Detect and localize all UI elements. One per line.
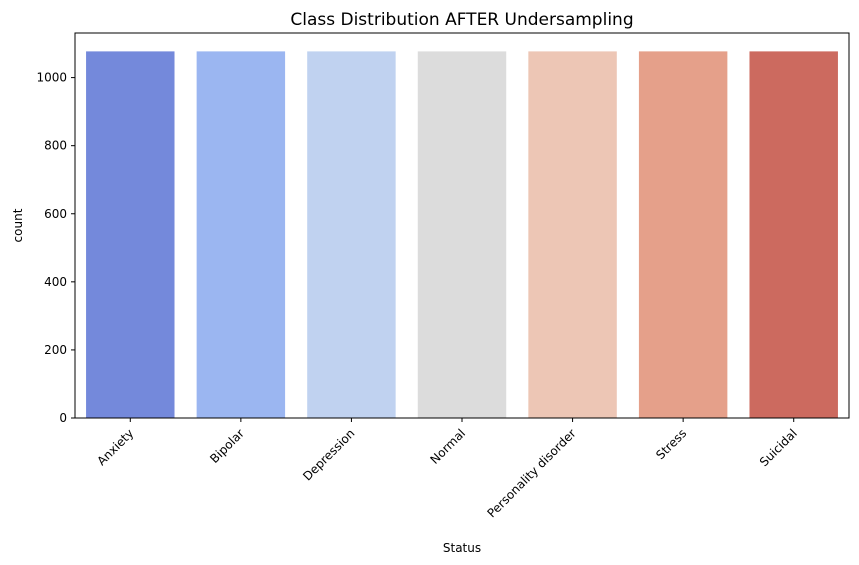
y-tick-label: 200 — [44, 343, 67, 357]
plot-frame — [74, 32, 850, 419]
y-tick-label: 400 — [44, 275, 67, 289]
bar-depression — [307, 51, 396, 419]
y-tick-label: 600 — [44, 207, 67, 221]
x-axis: Anxiety Bipolar Depression Normal Personalit… — [94, 418, 800, 520]
y-axis: 0 200 400 600 800 1000 — [36, 71, 75, 425]
chart-title: Class Distribution AFTER Undersampling — [290, 10, 633, 30]
x-tick-label: Normal — [428, 426, 469, 467]
bar-suicidal — [749, 51, 838, 419]
x-tick-label: Suicidal — [757, 426, 800, 469]
x-tick-label: Anxiety — [94, 426, 136, 468]
y-tick-label: 800 — [44, 139, 67, 153]
y-axis-label: count — [11, 208, 25, 242]
bar-bipolar — [196, 51, 286, 419]
y-tick-label: 1000 — [36, 71, 67, 85]
x-axis-label: Status — [443, 541, 481, 555]
bar-normal — [417, 51, 507, 419]
y-tick-label: 0 — [59, 411, 67, 425]
x-tick-label: Personality disorder — [485, 426, 579, 520]
bars-group — [86, 51, 838, 419]
x-tick-label: Depression — [300, 426, 357, 483]
x-tick-label: Bipolar — [207, 426, 247, 466]
bar-anxiety — [86, 51, 175, 419]
bar-personality-disorder — [528, 51, 617, 419]
x-tick-label: Stress — [653, 426, 689, 462]
bar-stress — [638, 51, 728, 419]
